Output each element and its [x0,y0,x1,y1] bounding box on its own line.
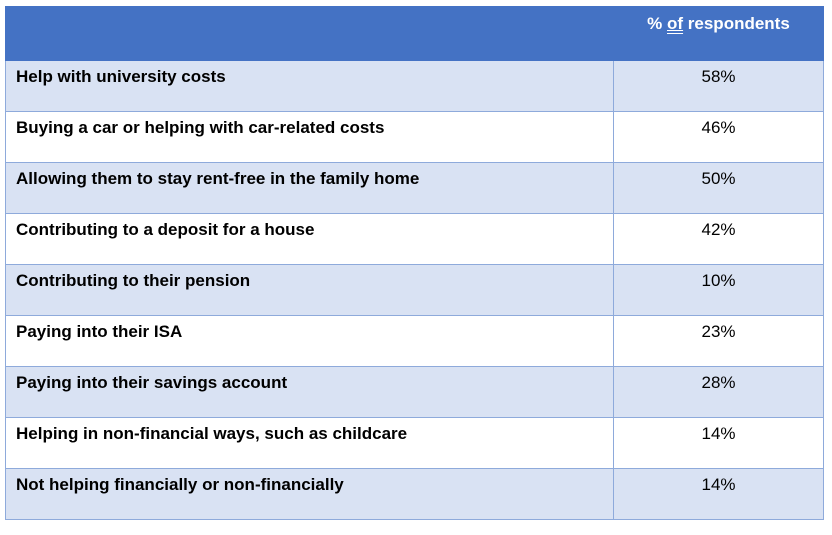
row-label: Paying into their savings account [5,366,614,418]
header-empty-cell [5,6,614,61]
row-label: Paying into their ISA [5,315,614,367]
table-row: Contributing to their pension 10% [5,264,824,316]
header-prefix: % [647,14,668,33]
row-label: Helping in non-financial ways, such as c… [5,417,614,469]
table-row: Helping in non-financial ways, such as c… [5,417,824,469]
row-value: 50% [613,162,824,214]
table-row: Contributing to a deposit for a house 42… [5,213,824,265]
row-label: Allowing them to stay rent-free in the f… [5,162,614,214]
row-value: 14% [613,468,824,520]
row-label: Not helping financially or non-financial… [5,468,614,520]
header-of: of [667,14,684,33]
table-row: Paying into their savings account 28% [5,366,824,418]
row-label: Contributing to their pension [5,264,614,316]
row-label: Contributing to a deposit for a house [5,213,614,265]
row-value: 10% [613,264,824,316]
survey-table: % of respondents Help with university co… [5,6,824,520]
table-row: Not helping financially or non-financial… [5,468,824,520]
row-label: Help with university costs [5,60,614,112]
survey-table-container: % of respondents Help with university co… [5,6,824,520]
row-value: 46% [613,111,824,163]
table-row: Help with university costs 58% [5,60,824,112]
table-header-row: % of respondents [5,6,824,61]
row-value: 28% [613,366,824,418]
header-respondents-cell: % of respondents [613,6,824,61]
row-label: Buying a car or helping with car-related… [5,111,614,163]
table-row: Paying into their ISA 23% [5,315,824,367]
header-suffix: respondents [683,14,790,33]
table-row: Allowing them to stay rent-free in the f… [5,162,824,214]
row-value: 23% [613,315,824,367]
row-value: 14% [613,417,824,469]
row-value: 42% [613,213,824,265]
header-respondents-label: % of respondents [614,7,823,34]
table-row: Buying a car or helping with car-related… [5,111,824,163]
row-value: 58% [613,60,824,112]
